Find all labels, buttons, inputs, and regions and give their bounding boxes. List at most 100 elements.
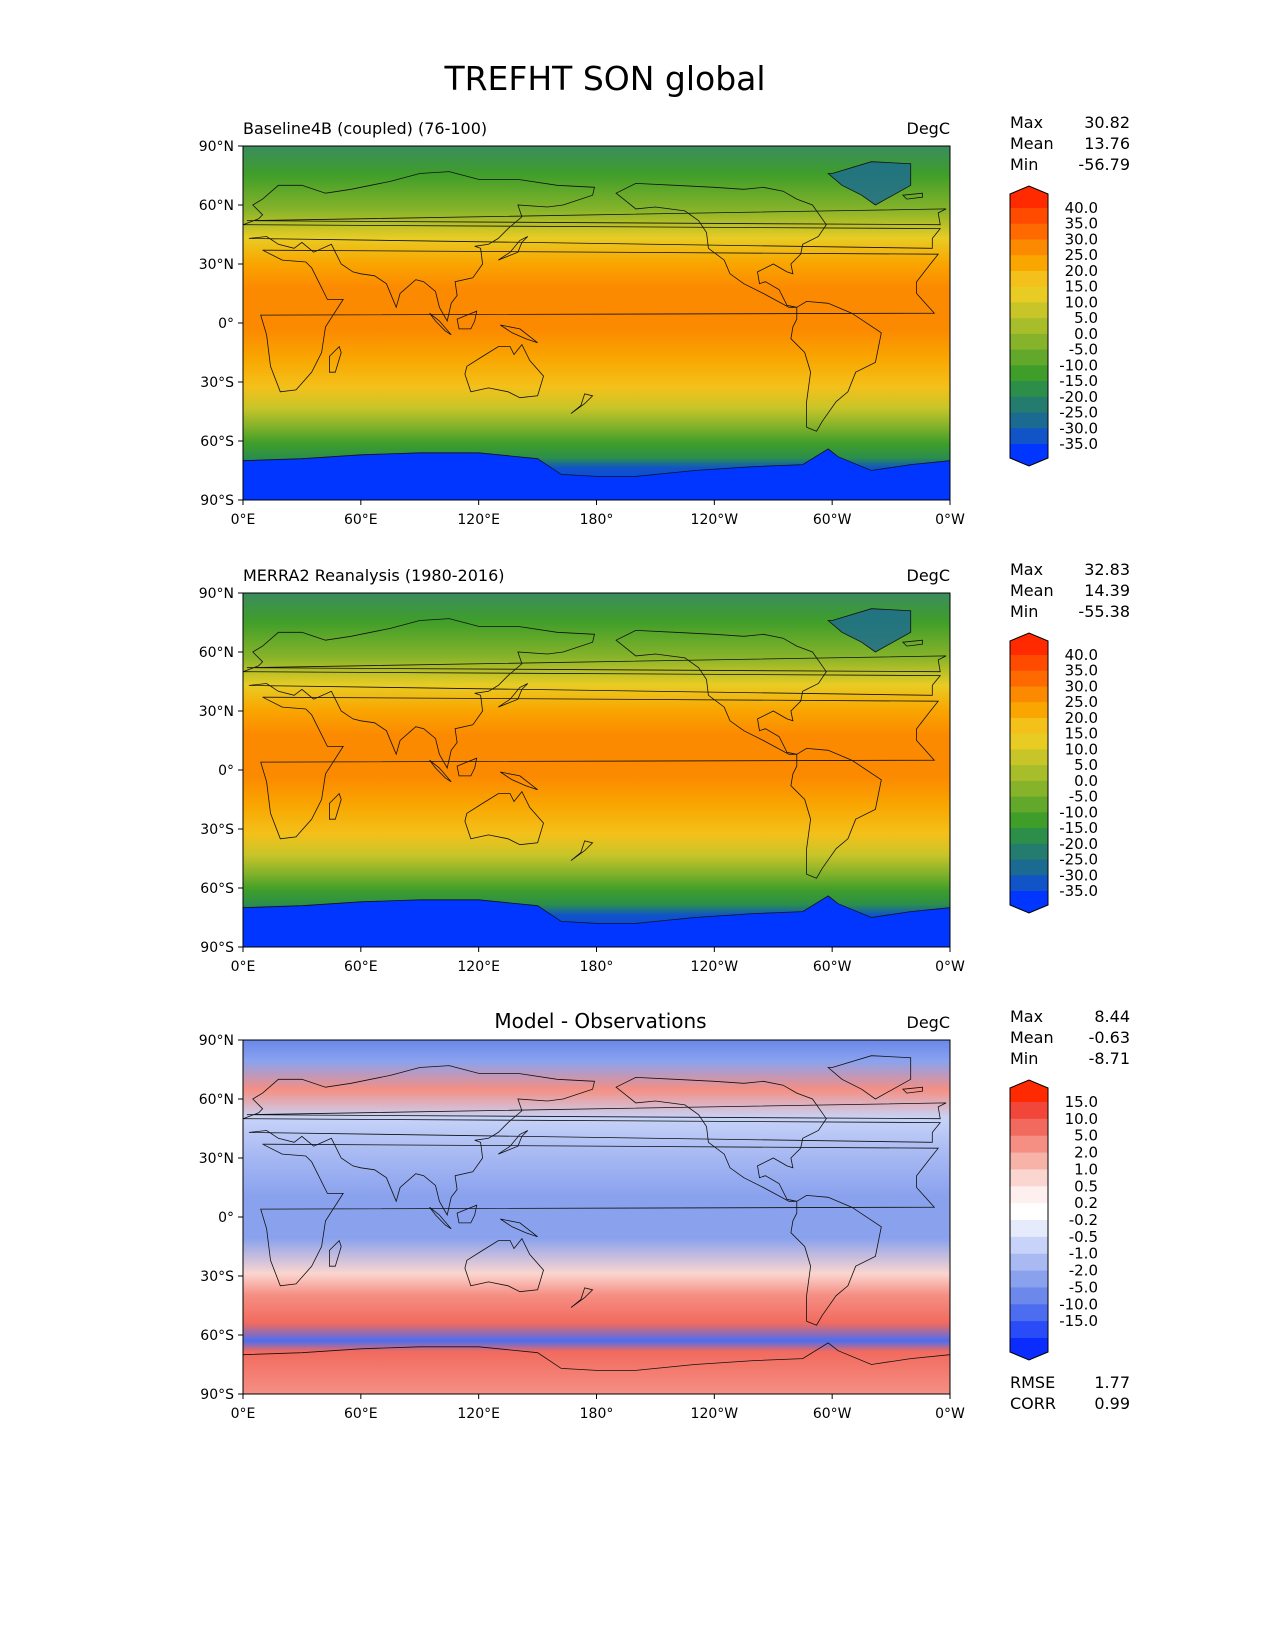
coastline-antarctica bbox=[242, 448, 951, 477]
map-panel-2: 90°N 60°N 30°N 0° 30°S 60°S 90°S 0°E 60°E 120°E 18… bbox=[199, 560, 1130, 975]
stat-value: 8.44 bbox=[1094, 1007, 1130, 1026]
colorbar-segment bbox=[1010, 381, 1048, 398]
stat-label: Max bbox=[1010, 113, 1043, 132]
colorbar-label: 1.0 bbox=[1074, 1160, 1098, 1178]
stat-value: -0.63 bbox=[1089, 1028, 1130, 1047]
coastline-new-zealand bbox=[570, 840, 594, 861]
colorbar: 15.010.05.02.01.00.50.2-0.2-0.5-1.0-2.0-… bbox=[1009, 1079, 1098, 1361]
coastline-iceland bbox=[902, 639, 923, 647]
stat-value: 13.76 bbox=[1084, 134, 1130, 153]
colorbar-segment bbox=[1010, 318, 1048, 335]
colorbar-label: -5.0 bbox=[1069, 341, 1098, 359]
coastline-eurasia bbox=[242, 1065, 942, 1217]
colorbar-label: -35.0 bbox=[1059, 435, 1098, 453]
colorbar-label: -0.2 bbox=[1069, 1211, 1098, 1229]
colorbar-segment bbox=[1010, 655, 1048, 672]
panel-units: DegC bbox=[907, 1013, 951, 1032]
colorbar: 40.035.030.025.020.015.010.05.00.0-5.0-1… bbox=[1009, 632, 1098, 914]
coastline-new-zealand bbox=[570, 393, 594, 414]
y-tick-label: 30°N bbox=[199, 1151, 234, 1167]
stat-label: Max bbox=[1010, 1007, 1043, 1026]
coastline-japan bbox=[498, 683, 529, 708]
panel-title: MERRA2 Reanalysis (1980-2016) bbox=[243, 566, 505, 585]
coastline-new-zealand bbox=[570, 1287, 594, 1308]
colorbar-segment bbox=[1010, 223, 1048, 240]
colorbar-outline bbox=[1009, 1079, 1049, 1361]
coastline-sumatra bbox=[429, 1206, 452, 1230]
y-tick-label: 60°S bbox=[200, 1328, 234, 1344]
colorbar-label: 15.0 bbox=[1065, 278, 1098, 296]
colorbar-segment bbox=[1010, 686, 1048, 703]
x-tick-label: 60°W bbox=[813, 1406, 852, 1422]
x-tick-label: 60°E bbox=[344, 959, 378, 975]
x-tick-label: 120°E bbox=[457, 959, 500, 975]
stat-value: 14.39 bbox=[1084, 581, 1130, 600]
colorbar-label: -20.0 bbox=[1059, 388, 1098, 406]
colorbar-extend-top bbox=[1010, 186, 1048, 208]
coastline-borneo bbox=[456, 310, 478, 330]
colorbar-label: 5.0 bbox=[1074, 756, 1098, 774]
colorbar-outline bbox=[1009, 185, 1049, 467]
x-tick-label: 60°W bbox=[813, 512, 852, 528]
coastline-greenland bbox=[827, 1055, 912, 1100]
colorbar-segment bbox=[1010, 1135, 1048, 1154]
colorbar-label: -20.0 bbox=[1059, 835, 1098, 853]
stat-label: CORR bbox=[1010, 1394, 1056, 1413]
colorbar-segment bbox=[1010, 1203, 1048, 1221]
coastlines bbox=[242, 608, 951, 947]
y-tick-label: 60°N bbox=[199, 198, 234, 214]
x-tick-label: 0°W bbox=[935, 959, 965, 975]
coastline-australia bbox=[464, 343, 544, 399]
coastline-iceland bbox=[902, 1086, 923, 1094]
colorbar-segment bbox=[1010, 1152, 1048, 1170]
colorbar-label: 25.0 bbox=[1065, 693, 1098, 711]
coastline-south-america bbox=[790, 747, 882, 879]
x-tick-label: 120°E bbox=[457, 512, 500, 528]
colorbar-label: 40.0 bbox=[1065, 199, 1098, 217]
colorbar-segment bbox=[1010, 749, 1048, 766]
colorbar-segment bbox=[1010, 812, 1048, 829]
colorbar-label: 30.0 bbox=[1065, 230, 1098, 248]
coastlines bbox=[242, 1055, 951, 1371]
y-tick-label: 30°S bbox=[200, 822, 234, 838]
colorbar-segment bbox=[1010, 365, 1048, 382]
colorbar-segment bbox=[1010, 302, 1048, 319]
coastline-uk bbox=[246, 1102, 947, 1120]
colorbar-label: 0.5 bbox=[1074, 1177, 1098, 1195]
x-tick-label: 60°W bbox=[813, 959, 852, 975]
map-field bbox=[243, 146, 950, 500]
colorbar: 40.035.030.025.020.015.010.05.00.0-5.0-1… bbox=[1009, 185, 1098, 467]
x-tick-label: 0°E bbox=[231, 1406, 256, 1422]
colorbar-label: 2.0 bbox=[1074, 1144, 1098, 1162]
colorbar-label: -5.0 bbox=[1069, 1278, 1098, 1296]
colorbar-label: -25.0 bbox=[1059, 851, 1098, 869]
colorbar-segment bbox=[1010, 1169, 1048, 1187]
y-tick-label: 30°S bbox=[200, 1269, 234, 1285]
panel-units: DegC bbox=[907, 566, 951, 585]
colorbar-label: -15.0 bbox=[1059, 819, 1098, 837]
map-field bbox=[243, 593, 950, 947]
x-tick-label: 0°W bbox=[935, 1406, 965, 1422]
stat-label: Mean bbox=[1010, 1028, 1054, 1047]
coastline-japan bbox=[498, 1130, 529, 1155]
colorbar-label: 40.0 bbox=[1065, 646, 1098, 664]
stat-value: 0.99 bbox=[1094, 1394, 1130, 1413]
stat-value: -55.38 bbox=[1078, 602, 1130, 621]
colorbar-label: -15.0 bbox=[1059, 1312, 1098, 1330]
colorbar-segment bbox=[1010, 208, 1048, 225]
panel-center-title: Model - Observations bbox=[494, 1009, 706, 1033]
coastline-sumatra bbox=[429, 312, 452, 336]
colorbar-segment bbox=[1010, 765, 1048, 782]
coastline-uk bbox=[246, 655, 947, 673]
y-tick-label: 90°S bbox=[200, 940, 234, 956]
colorbar-segment bbox=[1010, 1236, 1048, 1255]
antarctica-fill bbox=[243, 895, 950, 947]
coastline-uk bbox=[246, 208, 947, 226]
y-tick-label: 30°N bbox=[199, 704, 234, 720]
colorbar-segment bbox=[1010, 1304, 1048, 1322]
coastline-borneo bbox=[456, 757, 478, 777]
colorbar-segment bbox=[1010, 702, 1048, 719]
colorbar-segment bbox=[1010, 1270, 1048, 1288]
coastline-madagascar bbox=[329, 792, 342, 820]
